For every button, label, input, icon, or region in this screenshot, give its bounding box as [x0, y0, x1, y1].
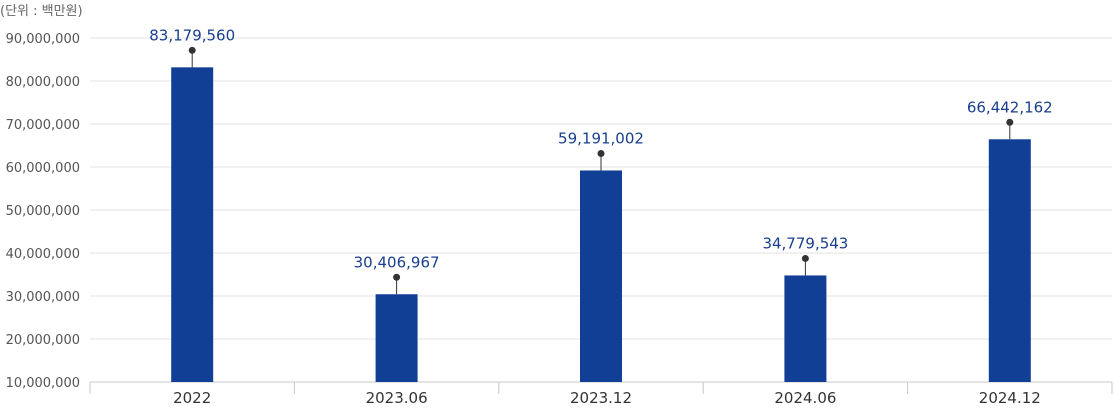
y-tick-label: 70,000,000 — [6, 118, 80, 133]
y-tick-label: 20,000,000 — [6, 333, 80, 348]
y-tick-label: 90,000,000 — [6, 32, 80, 47]
data-label: 83,179,560 — [149, 26, 235, 44]
bar — [171, 67, 214, 383]
bar-marker-dot — [801, 254, 809, 262]
y-tick-label: 80,000,000 — [6, 75, 80, 90]
data-label: 66,442,162 — [967, 98, 1053, 116]
bar — [784, 275, 827, 382]
bar — [375, 294, 418, 382]
data-label: 34,779,543 — [762, 234, 848, 252]
bar — [580, 170, 622, 382]
y-tick-label: 30,000,000 — [6, 290, 80, 305]
y-tick-label: 50,000,000 — [6, 204, 80, 219]
data-label: 30,406,967 — [354, 253, 440, 271]
bar — [988, 139, 1031, 382]
bar-marker-dot — [393, 273, 401, 281]
bar-marker-dot — [188, 46, 196, 54]
y-tick-label: 60,000,000 — [6, 161, 80, 176]
x-tick-label: 2023.12 — [570, 389, 632, 407]
y-tick-label: 10,000,000 — [6, 376, 80, 391]
unit-label: (단위 : 백만원) — [0, 4, 83, 19]
bar-marker-dot — [597, 149, 605, 157]
x-tick-label: 2022 — [173, 389, 211, 407]
x-tick-label: 2024.06 — [774, 389, 836, 407]
x-tick-label: 2023.06 — [366, 389, 428, 407]
y-tick-label: 40,000,000 — [6, 247, 80, 262]
data-label: 59,191,002 — [558, 129, 644, 147]
bar-marker-dot — [1006, 118, 1014, 126]
x-tick-label: 2024.12 — [979, 389, 1041, 407]
